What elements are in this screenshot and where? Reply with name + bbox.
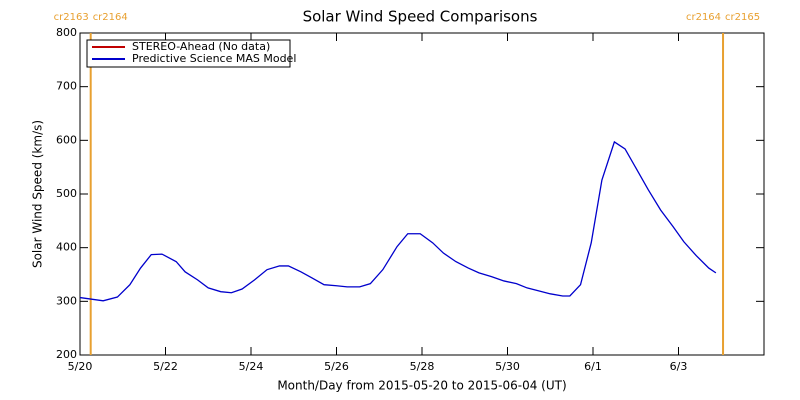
y-tick-label: 800 bbox=[56, 26, 77, 39]
rotation-label: cr2164 cr2165 bbox=[686, 12, 760, 23]
legend-box bbox=[86, 39, 291, 68]
y-tick-label: 700 bbox=[56, 80, 77, 93]
x-tick-label: 6/3 bbox=[670, 360, 688, 373]
rotation-label-part: cr2163 bbox=[54, 12, 89, 23]
rotation-label-part: cr2164 bbox=[93, 12, 128, 23]
x-tick-label: 5/30 bbox=[495, 360, 520, 373]
x-tick-label: 5/22 bbox=[153, 360, 178, 373]
chart-title: Solar Wind Speed Comparisons bbox=[303, 8, 538, 26]
y-tick-label: 300 bbox=[56, 294, 77, 307]
x-axis-label: Month/Day from 2015-05-20 to 2015-06-04 … bbox=[277, 379, 566, 393]
y-tick-label: 600 bbox=[56, 133, 77, 146]
y-axis-label: Solar Wind Speed (km/s) bbox=[31, 120, 45, 268]
x-tick-label: 5/24 bbox=[239, 360, 264, 373]
y-tick-label: 200 bbox=[56, 348, 77, 361]
x-tick-label: 5/26 bbox=[324, 360, 349, 373]
rotation-label-part: cr2164 bbox=[686, 12, 721, 23]
data-line bbox=[79, 140, 717, 302]
rotation-label-part: cr2165 bbox=[725, 12, 760, 23]
legend-label: Predictive Science MAS Model bbox=[132, 52, 296, 65]
rotation-label: cr2163 cr2164 bbox=[54, 12, 128, 23]
y-tick-label: 400 bbox=[56, 241, 77, 254]
x-tick-label: 5/28 bbox=[410, 360, 435, 373]
x-tick-label: 6/1 bbox=[584, 360, 602, 373]
x-tick-label: 5/20 bbox=[68, 360, 93, 373]
y-tick-label: 500 bbox=[56, 187, 77, 200]
legend-label: STEREO-Ahead (No data) bbox=[132, 40, 270, 53]
